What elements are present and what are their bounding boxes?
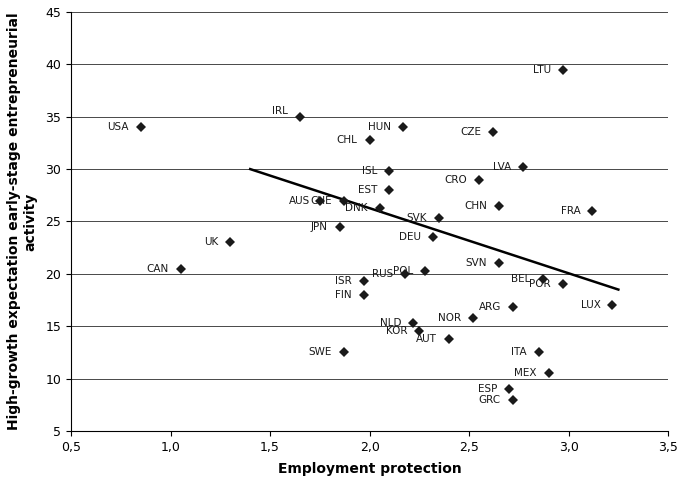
Text: CZE: CZE — [460, 128, 481, 138]
Text: DNK: DNK — [345, 203, 368, 213]
Text: CRO: CRO — [445, 174, 467, 185]
X-axis label: Employment protection: Employment protection — [277, 462, 462, 476]
Text: HUN: HUN — [369, 122, 392, 132]
Text: ISL: ISL — [362, 166, 377, 176]
Text: IRL: IRL — [272, 106, 288, 116]
Text: LVA: LVA — [493, 162, 511, 172]
Text: POR: POR — [529, 279, 551, 289]
Text: SWE: SWE — [308, 347, 332, 357]
Text: AUT: AUT — [416, 334, 437, 344]
Text: SVN: SVN — [466, 258, 487, 269]
Text: KOR: KOR — [386, 327, 408, 337]
Text: AUS: AUS — [288, 196, 310, 206]
Text: SVK: SVK — [407, 213, 427, 223]
Text: ESP: ESP — [477, 384, 497, 394]
Text: EST: EST — [358, 185, 377, 195]
Text: LUX: LUX — [581, 300, 601, 310]
Text: DEU: DEU — [399, 232, 421, 242]
Text: CAN: CAN — [147, 264, 169, 273]
Text: BEL: BEL — [512, 274, 531, 284]
Text: ISR: ISR — [335, 276, 351, 286]
Text: POL: POL — [393, 266, 413, 276]
Y-axis label: High-growth expectation early-stage entrepreneurial
activity: High-growth expectation early-stage entr… — [7, 13, 37, 430]
Text: USA: USA — [108, 122, 129, 132]
Text: CHL: CHL — [337, 135, 358, 145]
Text: GRC: GRC — [479, 395, 501, 405]
Text: RUS: RUS — [372, 269, 393, 279]
Text: CHE: CHE — [310, 196, 332, 206]
Text: FIN: FIN — [335, 290, 351, 300]
Text: NOR: NOR — [438, 313, 461, 323]
Text: JPN: JPN — [311, 222, 328, 232]
Text: MEX: MEX — [514, 369, 537, 378]
Text: LTU: LTU — [532, 65, 551, 74]
Text: ARG: ARG — [479, 302, 501, 313]
Text: NLD: NLD — [380, 318, 401, 328]
Text: UK: UK — [204, 238, 219, 247]
Text: ITA: ITA — [511, 347, 527, 357]
Text: FRA: FRA — [561, 206, 581, 216]
Text: CHN: CHN — [464, 201, 487, 211]
